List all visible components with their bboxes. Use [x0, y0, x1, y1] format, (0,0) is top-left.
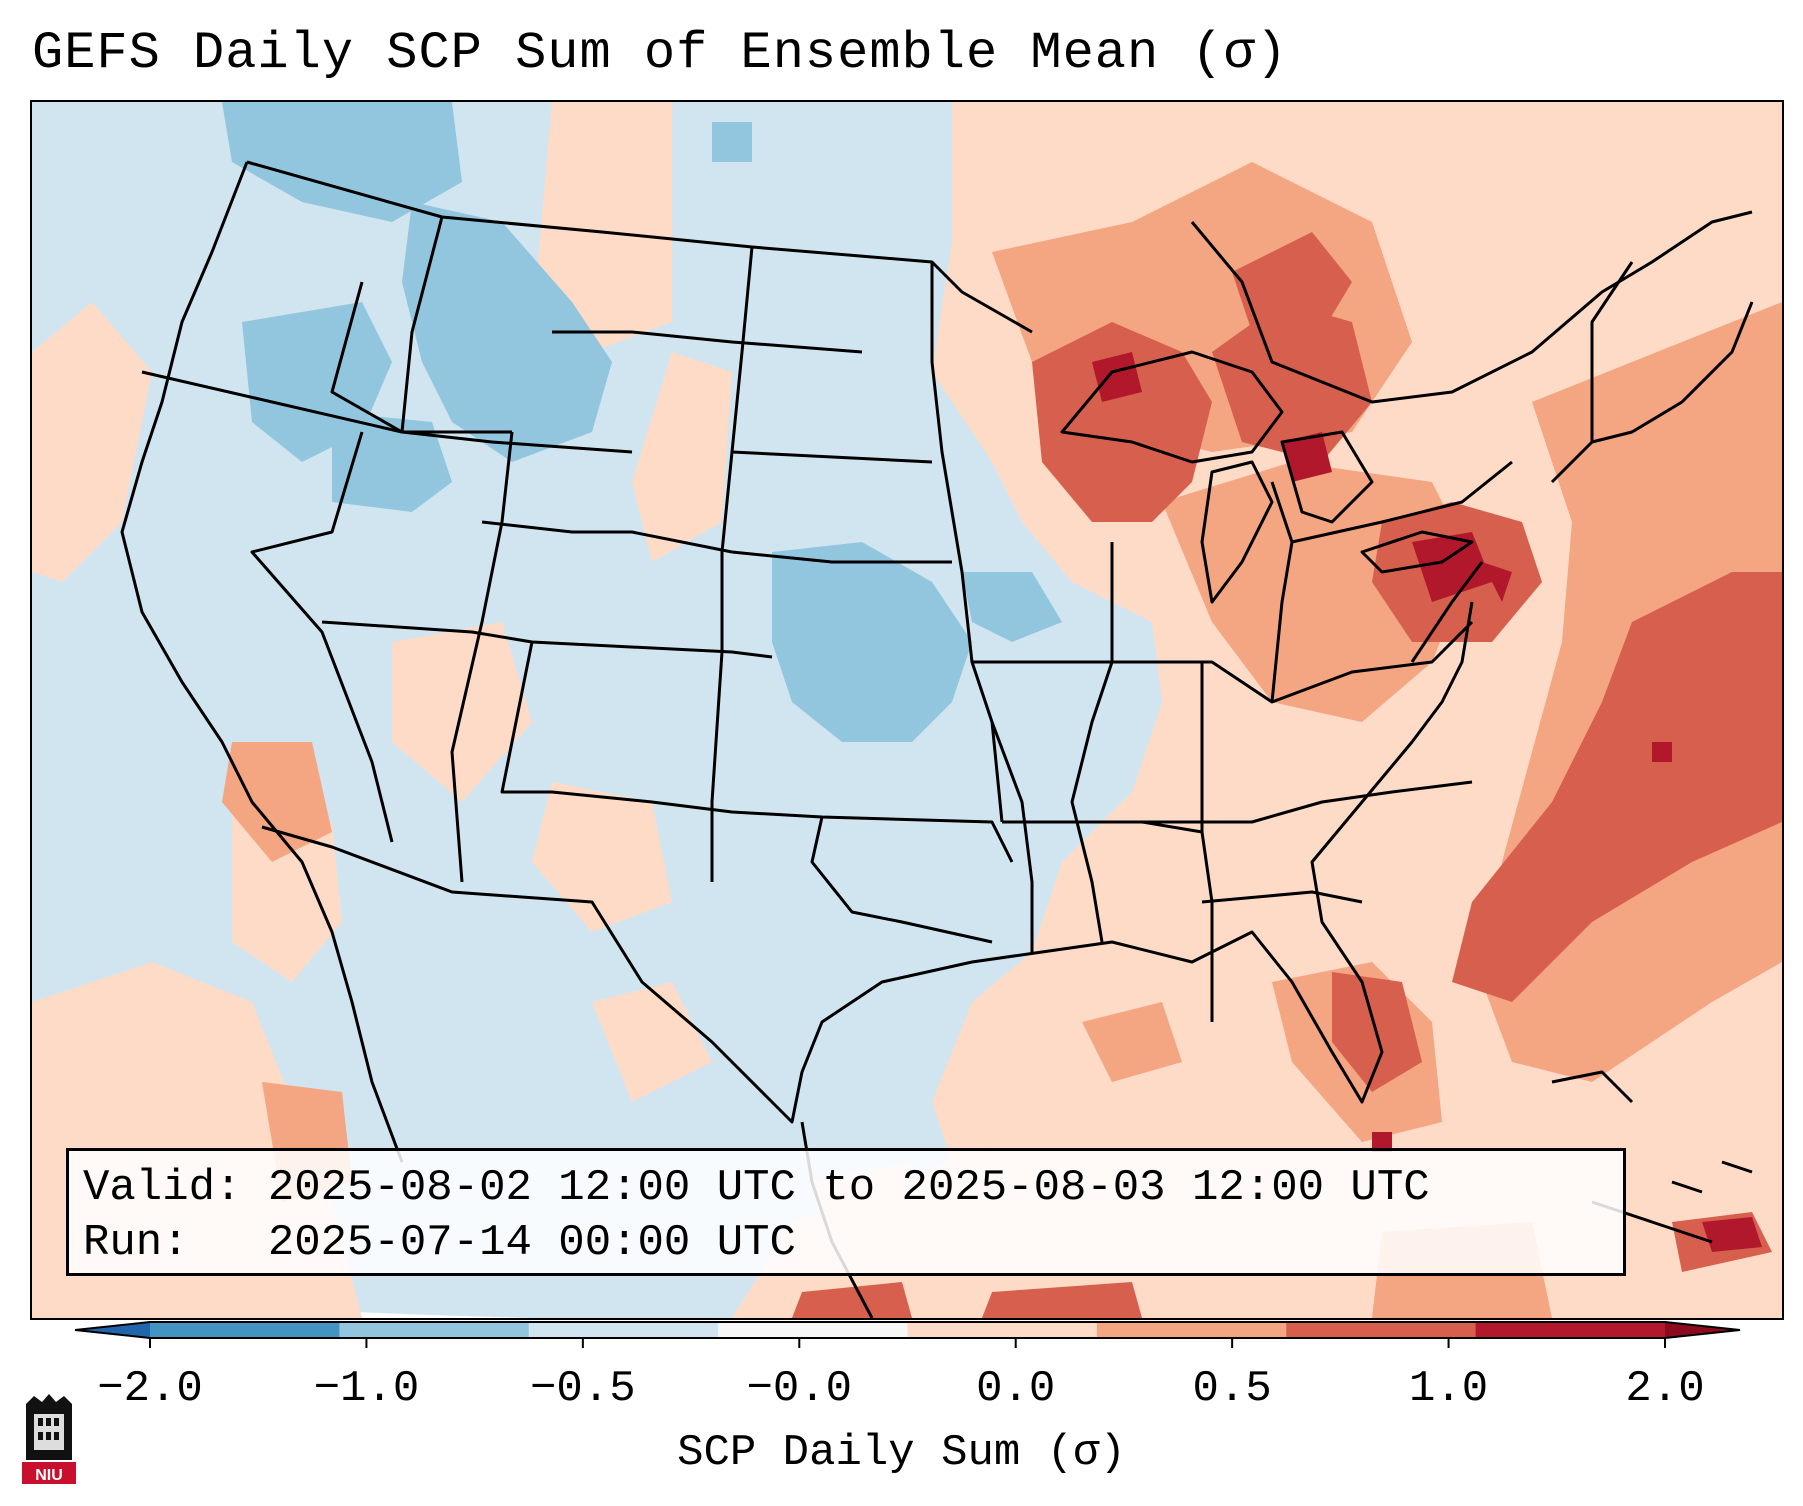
colorbar-segment [150, 1322, 340, 1338]
colorbar-tick-label: −1.0 [313, 1364, 420, 1414]
colorbar-segments [74, 1321, 1741, 1339]
run-label: Run: [83, 1218, 189, 1268]
colorbar-tick-label: 2.0 [1625, 1364, 1705, 1414]
colorbar-tick-label: −0.0 [746, 1364, 853, 1414]
field-very-strong-positive [1092, 352, 1762, 1252]
valid-row: Valid: 2025-08-02 12:00 UTC to 2025-08-0… [83, 1161, 1609, 1216]
colorbar-segment [1475, 1322, 1666, 1338]
run-row: Run: 2025-07-14 00:00 UTC [83, 1216, 1609, 1271]
colorbar-segment [718, 1322, 908, 1338]
svg-text:NIU: NIU [35, 1467, 63, 1484]
colorbar-segment [907, 1322, 1098, 1338]
scp-map [30, 100, 1784, 1320]
colorbar-extend-low [75, 1322, 150, 1338]
colorbar-extend-high [1665, 1322, 1740, 1338]
colorbar-tick-label: 0.5 [1192, 1364, 1272, 1414]
colorbar-segment [528, 1322, 719, 1338]
field-moderate-negative [222, 102, 1062, 742]
valid-value: 2025-08-02 12:00 UTC to 2025-08-03 12:00… [267, 1163, 1430, 1213]
colorbar-tick-label: −0.5 [530, 1364, 636, 1414]
valid-time-box: Valid: 2025-08-02 12:00 UTC to 2025-08-0… [66, 1148, 1626, 1276]
colorbar-outline [74, 1321, 1741, 1339]
niu-logo-icon: NIU [22, 1394, 76, 1484]
colorbar-segment [339, 1322, 530, 1338]
boundary-lines [120, 160, 1754, 1318]
map-title: GEFS Daily SCP Sum of Ensemble Mean (σ) [32, 24, 1288, 83]
run-value: 2025-07-14 00:00 UTC [267, 1218, 796, 1268]
colorbar-segment [1096, 1322, 1287, 1338]
colorbar-label: SCP Daily Sum (σ) [677, 1428, 1126, 1478]
valid-label: Valid: [83, 1163, 242, 1213]
colorbar-tick-marks [149, 1338, 1666, 1348]
colorbar-tick-label: 0.0 [976, 1364, 1056, 1414]
colorbar-tick-label: 1.0 [1408, 1364, 1489, 1414]
colorbar-tick-label: −2.0 [97, 1364, 203, 1414]
colorbar-segment [1286, 1322, 1477, 1338]
